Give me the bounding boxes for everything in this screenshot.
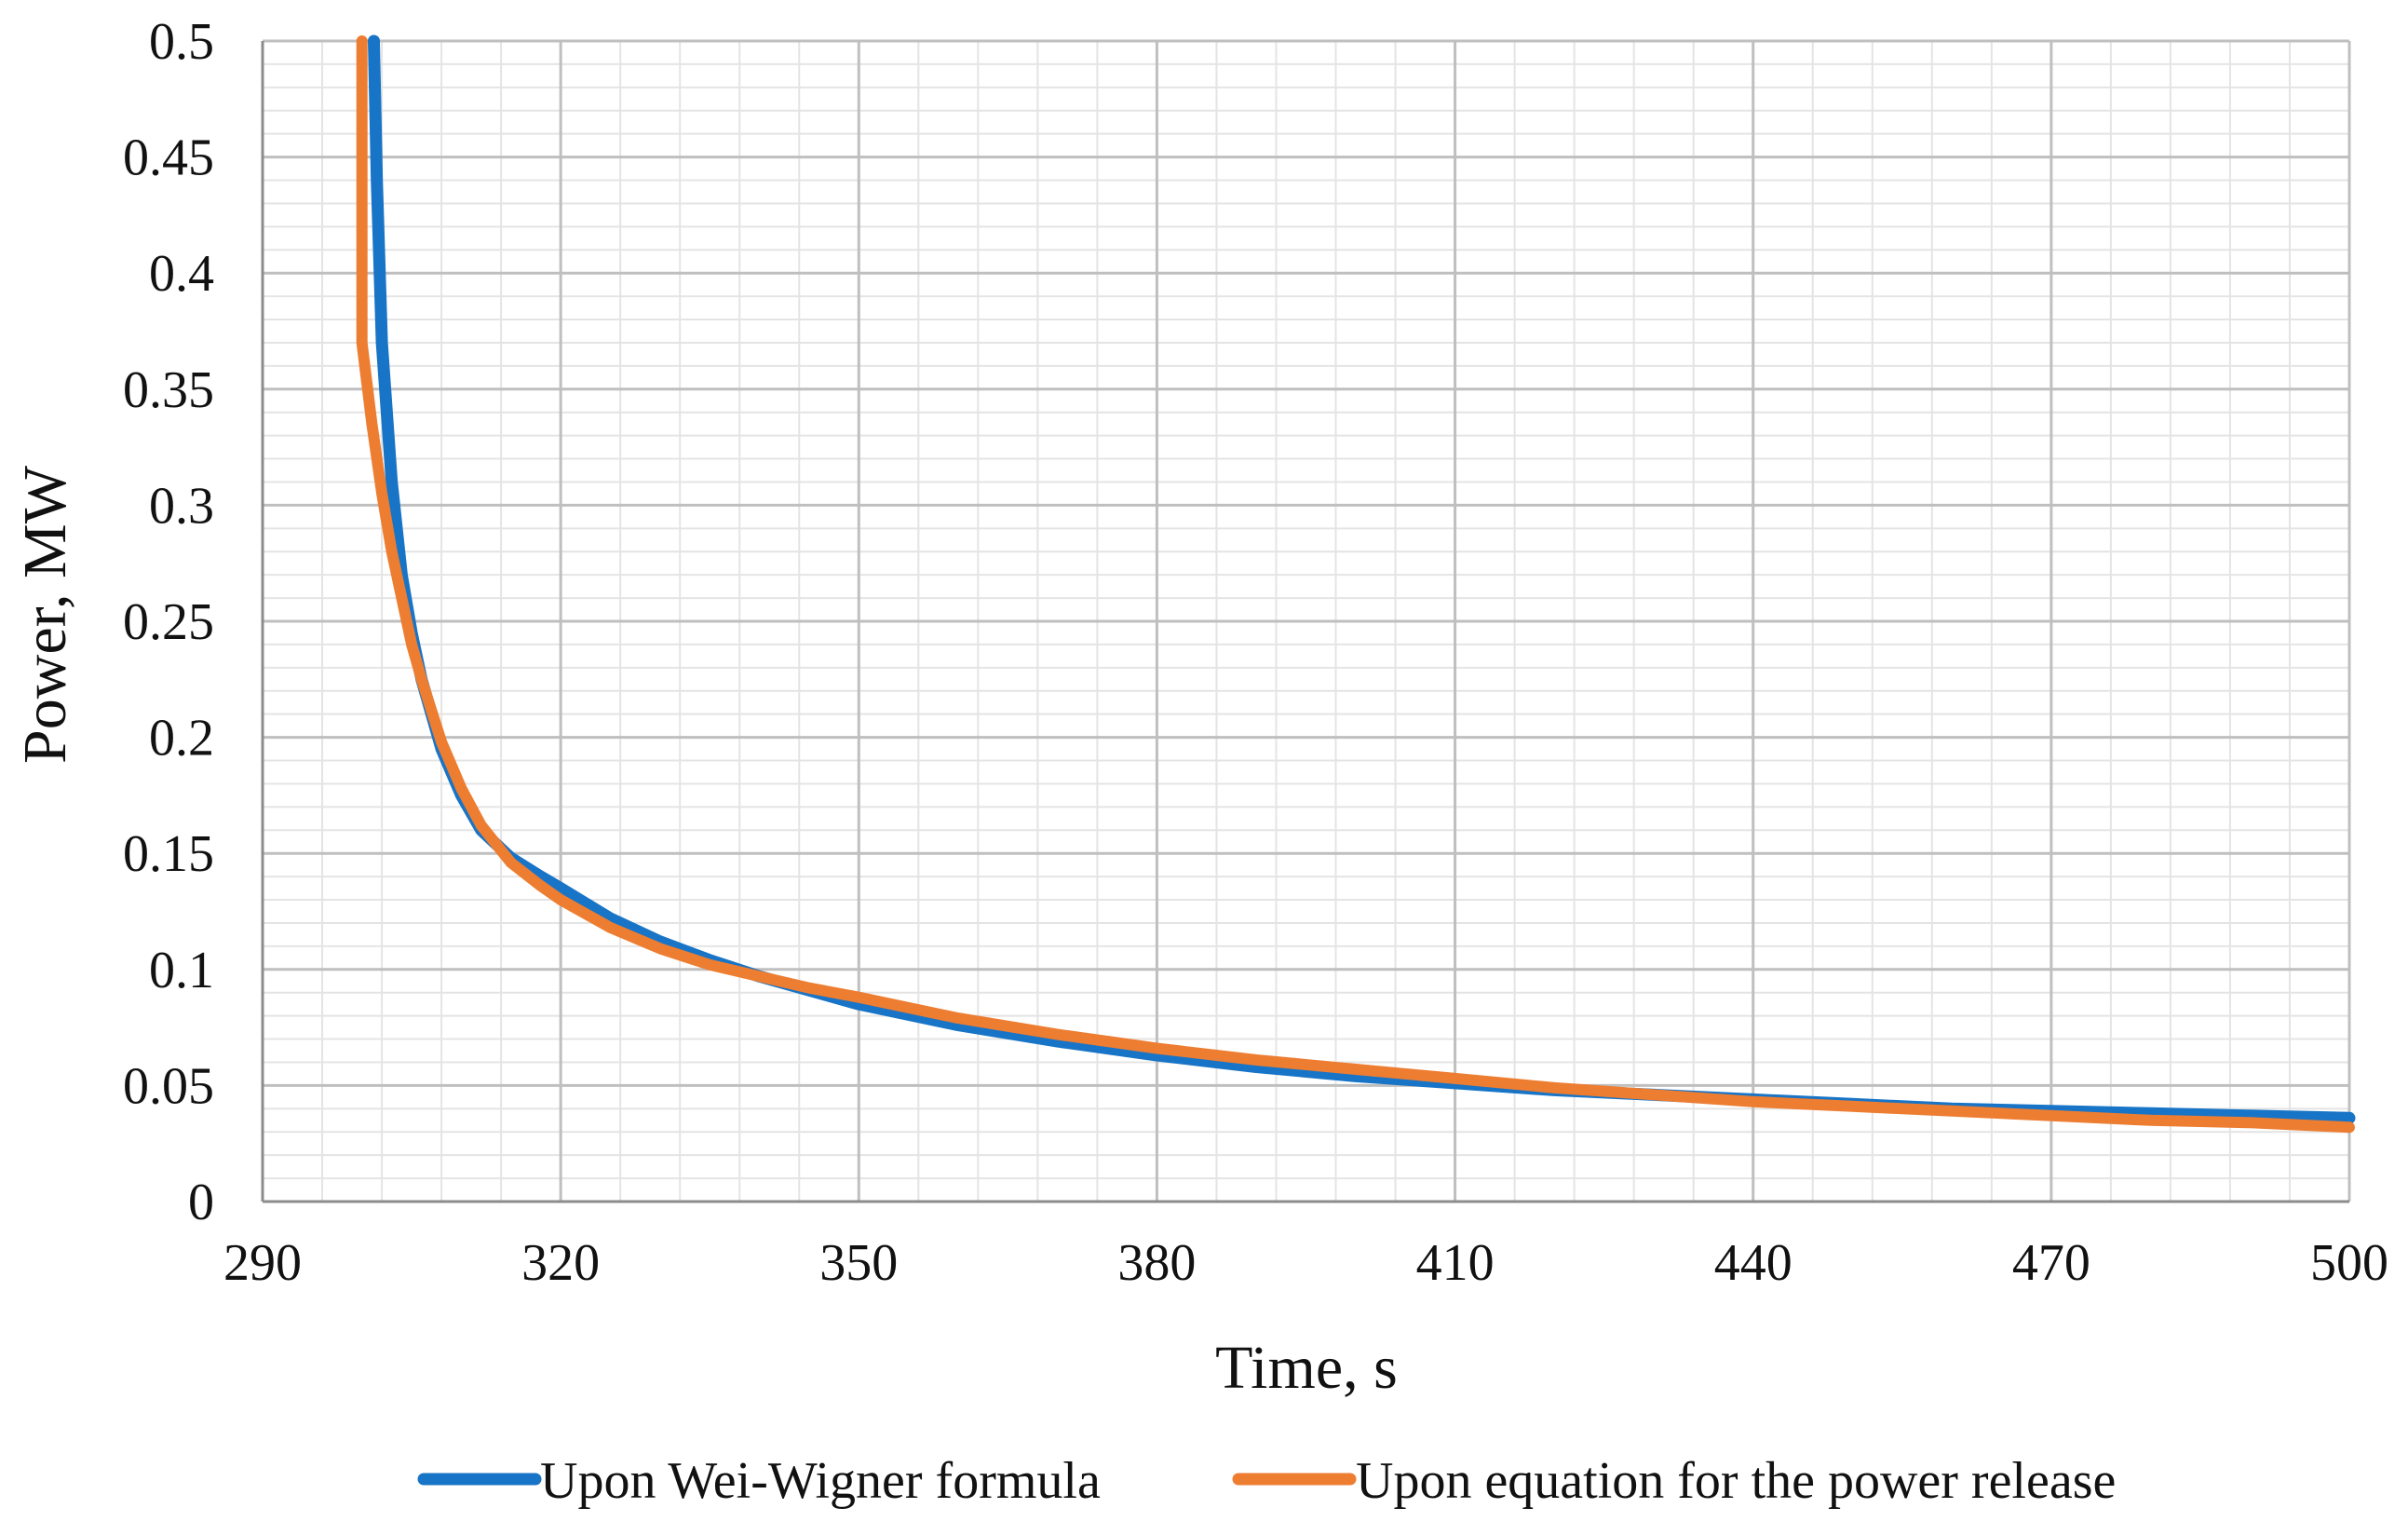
major-grid bbox=[261, 39, 2351, 1203]
axes bbox=[261, 41, 2349, 1203]
x-axis-title: Time, s bbox=[1215, 1334, 1398, 1402]
y-axis-title: Power, MW bbox=[11, 465, 79, 764]
y-tick-label: 0.5 bbox=[149, 13, 214, 71]
x-tick-label: 470 bbox=[2012, 1234, 2090, 1292]
y-tick-labels: 0 0.05 0.1 0.15 0.2 0.25 0.3 0.35 0.4 0.45 0.5 bbox=[123, 13, 214, 1231]
y-tick-label: 0.25 bbox=[123, 593, 214, 651]
x-tick-label: 350 bbox=[819, 1234, 898, 1292]
y-tick-label: 0.15 bbox=[123, 825, 214, 883]
y-tick-label: 0.3 bbox=[149, 477, 214, 535]
y-tick-label: 0.45 bbox=[123, 129, 214, 187]
x-tick-label: 320 bbox=[521, 1234, 600, 1292]
legend-label-wei-wigner: Upon Wei-Wigner formula bbox=[540, 1452, 1101, 1510]
y-tick-label: 0.4 bbox=[149, 245, 214, 303]
x-tick-label: 290 bbox=[223, 1234, 302, 1292]
x-tick-labels: 290 320 350 380 410 440 470 500 bbox=[223, 1234, 2388, 1292]
x-tick-label: 380 bbox=[1117, 1234, 1196, 1292]
y-tick-label: 0.2 bbox=[149, 710, 214, 768]
x-tick-label: 410 bbox=[1416, 1234, 1495, 1292]
y-tick-label: 0.35 bbox=[123, 361, 214, 419]
y-tick-label: 0.1 bbox=[149, 942, 214, 999]
x-tick-label: 440 bbox=[1714, 1234, 1792, 1292]
y-tick-label: 0 bbox=[188, 1174, 214, 1231]
legend-label-power-release: Upon equation for the power release bbox=[1356, 1452, 2116, 1510]
series-line-power-release bbox=[356, 35, 2355, 1134]
series-layer bbox=[356, 34, 2356, 1134]
y-tick-label: 0.05 bbox=[123, 1057, 214, 1115]
legend: Upon Wei-Wigner formula Upon equation fo… bbox=[417, 1452, 2116, 1510]
x-tick-label: 500 bbox=[2310, 1234, 2388, 1292]
